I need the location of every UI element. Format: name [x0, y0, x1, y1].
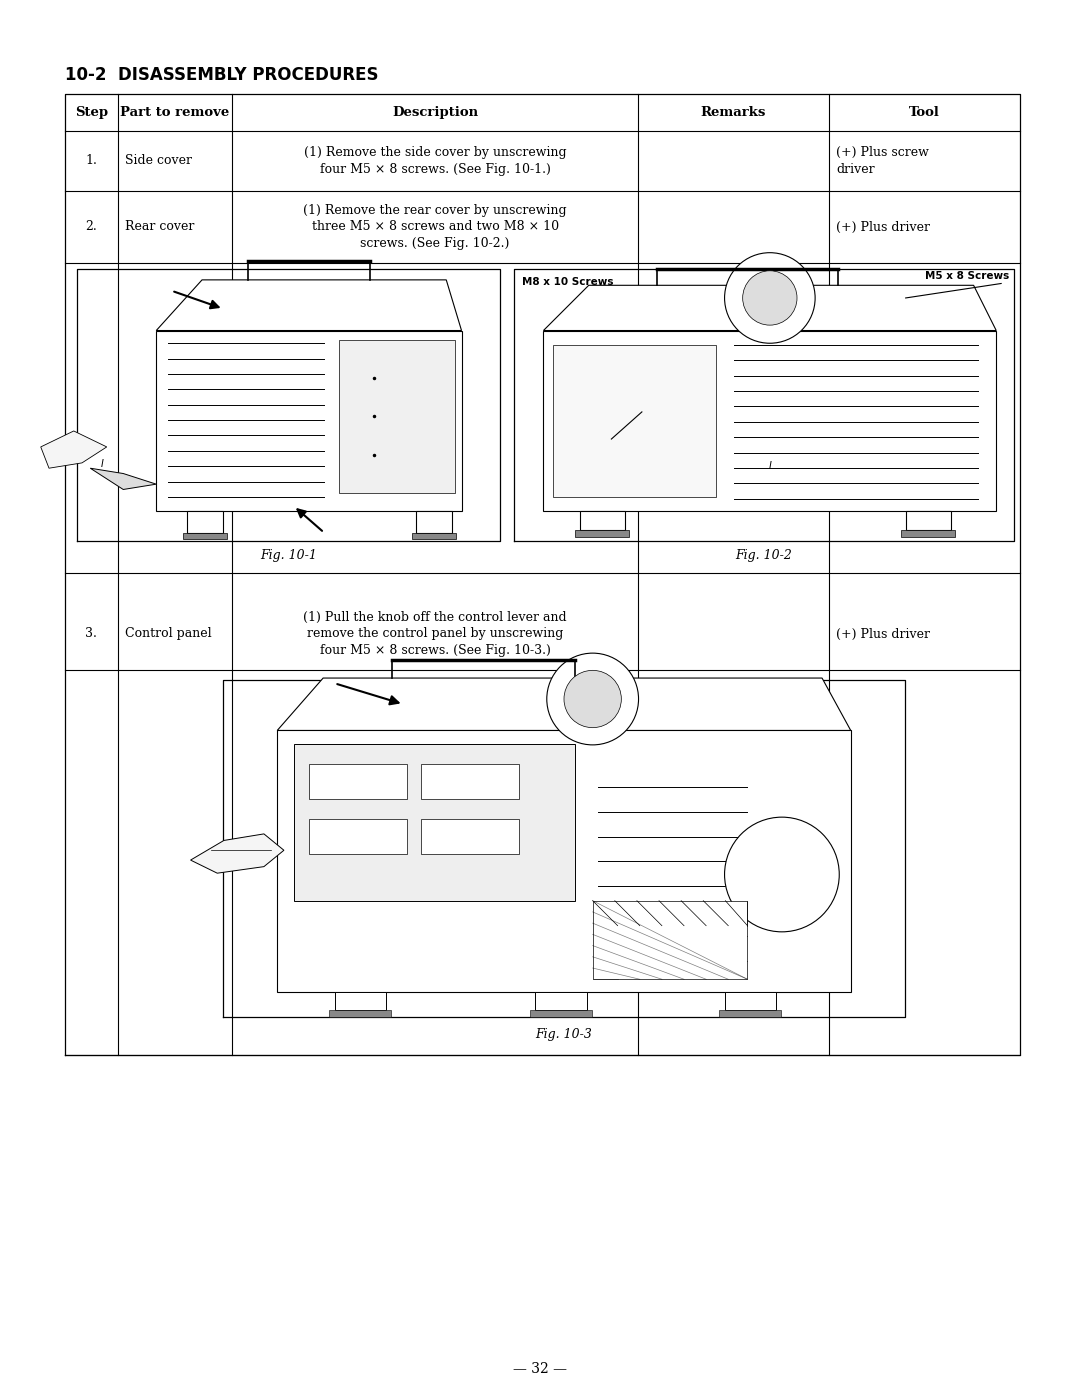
Text: — 32 —: — 32 — — [513, 1363, 567, 1377]
Text: Fig. 10-2: Fig. 10-2 — [735, 550, 793, 562]
Text: Tool: Tool — [909, 106, 940, 119]
Text: Remarks: Remarks — [701, 106, 766, 119]
Polygon shape — [157, 280, 461, 330]
Text: Control panel: Control panel — [124, 628, 212, 641]
Circle shape — [725, 253, 815, 343]
Bar — [416, 512, 453, 533]
Polygon shape — [91, 469, 157, 490]
Bar — [157, 330, 461, 512]
Bar — [593, 901, 747, 979]
Bar — [413, 533, 456, 540]
Text: (1) Remove the side cover by unscrewing: (1) Remove the side cover by unscrewing — [303, 147, 566, 159]
Text: Step: Step — [75, 106, 108, 119]
Bar — [295, 743, 576, 901]
Bar — [906, 512, 951, 530]
Text: 10-2  DISASSEMBLY PROCEDURES: 10-2 DISASSEMBLY PROCEDURES — [65, 66, 378, 84]
Text: (+) Plus driver: (+) Plus driver — [836, 221, 930, 234]
Text: (1) Remove the rear cover by unscrewing: (1) Remove the rear cover by unscrewing — [303, 204, 567, 217]
Text: remove the control panel by unscrewing: remove the control panel by unscrewing — [307, 628, 564, 641]
Bar — [184, 533, 227, 540]
Text: Fig. 10-3: Fig. 10-3 — [536, 1028, 593, 1041]
Text: Rear cover: Rear cover — [124, 221, 194, 234]
Text: M8 x 10 Screws: M8 x 10 Screws — [522, 277, 613, 287]
Text: 1.: 1. — [85, 154, 97, 168]
Text: three M5 × 8 screws and two M8 × 10: three M5 × 8 screws and two M8 × 10 — [311, 221, 558, 234]
Text: Side cover: Side cover — [124, 154, 191, 168]
Bar — [309, 818, 407, 853]
Bar — [309, 764, 407, 799]
Text: M5 x 8 Screws: M5 x 8 Screws — [924, 271, 1009, 281]
Text: I: I — [768, 462, 771, 471]
Circle shape — [725, 817, 839, 932]
Bar — [335, 992, 387, 1010]
Text: (+) Plus screw: (+) Plus screw — [836, 147, 929, 159]
Bar — [576, 530, 630, 537]
Text: (+) Plus driver: (+) Plus driver — [836, 628, 930, 641]
Bar — [719, 1010, 781, 1017]
Text: Description: Description — [392, 106, 478, 119]
Bar — [553, 346, 716, 497]
Circle shape — [546, 653, 638, 744]
Bar — [543, 330, 996, 512]
Polygon shape — [41, 431, 107, 469]
Text: Fig. 10-1: Fig. 10-1 — [260, 550, 316, 562]
Text: (1) Pull the knob off the control lever and: (1) Pull the knob off the control lever … — [303, 611, 567, 624]
Bar — [536, 992, 586, 1010]
Bar — [187, 512, 224, 533]
Bar — [329, 1010, 391, 1017]
Bar — [421, 818, 519, 853]
Bar — [421, 764, 519, 799]
Bar — [580, 512, 625, 530]
Polygon shape — [543, 285, 996, 330]
Text: I: I — [102, 459, 104, 469]
Bar — [339, 340, 456, 494]
Text: driver: driver — [836, 162, 875, 176]
Text: 2.: 2. — [85, 221, 97, 234]
Circle shape — [743, 271, 797, 325]
Text: Part to remove: Part to remove — [120, 106, 229, 119]
Polygon shape — [190, 834, 284, 873]
Polygon shape — [278, 679, 851, 730]
Bar — [725, 992, 777, 1010]
Circle shape — [564, 670, 621, 727]
Text: four M5 × 8 screws. (See Fig. 10-1.): four M5 × 8 screws. (See Fig. 10-1.) — [320, 162, 551, 176]
Text: 3.: 3. — [85, 628, 97, 641]
Text: screws. (See Fig. 10-2.): screws. (See Fig. 10-2.) — [361, 236, 510, 250]
Bar — [530, 1010, 592, 1017]
Bar — [278, 730, 851, 992]
Bar — [901, 530, 956, 537]
Text: four M5 × 8 screws. (See Fig. 10-3.): four M5 × 8 screws. (See Fig. 10-3.) — [320, 644, 551, 658]
